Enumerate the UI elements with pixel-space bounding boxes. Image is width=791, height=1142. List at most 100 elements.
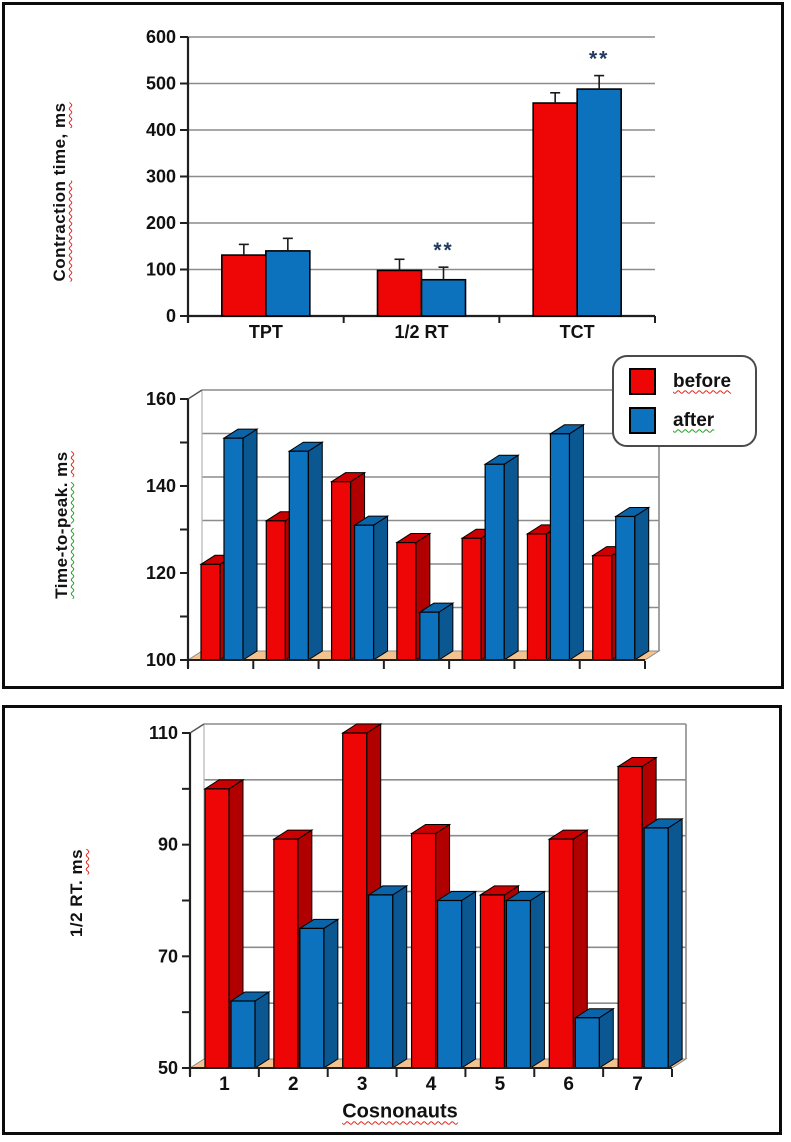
bar-before-4 (396, 541, 417, 661)
time-to-peak-chart: 100 120 140 160 (146, 389, 661, 670)
bar-side-after-2 (323, 918, 339, 1069)
category-label: TPT (249, 322, 283, 342)
bar-side-after-6 (568, 423, 584, 661)
bar-before-4 (410, 832, 437, 1069)
label-segment: Time-to-peak. (52, 482, 71, 599)
bar-side-after-3 (373, 515, 389, 661)
bar-before-2 (273, 838, 299, 1069)
y-tick-label: 500 (146, 74, 176, 94)
bar-before-TCT (532, 102, 578, 317)
y-tick-label: 300 (146, 167, 176, 187)
y-tick-label: 160 (146, 389, 176, 409)
bar-side-after-3 (392, 885, 408, 1069)
y-tick-label: 120 (146, 563, 176, 583)
category-label: 3 (357, 1074, 368, 1095)
legend-label-after: after (673, 409, 715, 431)
bar-after-6 (549, 433, 571, 661)
bar-before-3 (330, 481, 352, 661)
legend-item-before: before (629, 368, 755, 395)
bar-after-7 (643, 827, 669, 1069)
bar-side-after-7 (634, 506, 650, 661)
legend-swatch-before (629, 368, 656, 395)
top-figure-panel: 0 100 200 300 400 500 600 TPT 1/2 RT TCT ** ** 100 1… (2, 2, 784, 689)
legend: before after (612, 355, 757, 447)
label-segment: ms (52, 451, 71, 477)
bar-side-after-1 (254, 991, 270, 1069)
bar-before-2 (265, 520, 286, 661)
bar-after-6 (574, 1017, 600, 1069)
bar-after-TCT (576, 88, 622, 317)
y-tick-label: 600 (146, 27, 176, 47)
bar-before-7 (617, 765, 643, 1069)
axis-depth-connector (187, 389, 203, 400)
contraction-time-chart: 0 100 200 300 400 500 600 TPT 1/2 RT TCT ** ** (146, 27, 656, 342)
axis-depth-connector (189, 723, 205, 734)
bar-after-3 (368, 894, 394, 1069)
category-label: 5 (495, 1074, 506, 1095)
bar-side-after-7 (667, 818, 683, 1069)
legend-swatch-after (629, 407, 656, 434)
bar-before-6 (526, 533, 548, 661)
contraction-chart-y-axis-label: Contraction time, ms (50, 102, 70, 281)
bar-side-after-5 (529, 890, 545, 1069)
y-tick-label: 50 (158, 1058, 178, 1078)
bar-before-1 (204, 788, 230, 1069)
category-label: 7 (632, 1074, 643, 1095)
bar-side-after-4 (438, 602, 454, 661)
y-tick-label: 200 (146, 213, 176, 233)
bar-before-TPT (221, 254, 267, 317)
bar-before-1/2 RT (376, 269, 423, 317)
bar-side-after-1 (242, 428, 258, 661)
bar-after-4 (419, 611, 440, 661)
category-label: 6 (563, 1074, 574, 1095)
label-segment: Contraction (50, 180, 69, 282)
bar-after-TPT (265, 250, 311, 317)
half-rt-chart: 50 70 90 110 1 2 3 4 5 6 7 (149, 723, 688, 1095)
y-tick-label: 0 (166, 306, 176, 326)
category-label: 2 (288, 1074, 299, 1095)
bar-before-3 (342, 732, 368, 1069)
bar-after-4 (436, 899, 463, 1069)
significance-marker: ** (589, 48, 609, 71)
y-tick-label: 70 (158, 946, 178, 966)
legend-label-before: before (673, 370, 732, 392)
bar-after-1 (223, 437, 244, 661)
y-tick-label: 90 (158, 835, 178, 855)
bar-after-5 (505, 899, 532, 1069)
label-segment: ms (67, 848, 86, 875)
bar-after-5 (484, 463, 505, 661)
half-rt-chart-y-axis-label: 1/2 RT. ms (67, 849, 87, 937)
bar-before-5 (479, 894, 506, 1069)
bar-before-6 (548, 838, 574, 1069)
y-tick-label: 140 (146, 476, 176, 496)
label-segment: 1/2 RT. (67, 879, 86, 938)
label-segment: time, (50, 128, 69, 181)
bar-side-after-6 (598, 1007, 614, 1069)
y-tick-label: 110 (149, 723, 178, 743)
category-label: TCT (560, 322, 595, 342)
category-label: 1 (219, 1074, 230, 1095)
half-rt-chart-x-axis-label: Cosnonauts (342, 1100, 458, 1123)
category-label: 1/2 RT (394, 322, 448, 342)
bar-after-2 (288, 450, 309, 661)
legend-item-after: after (629, 407, 755, 434)
bar-before-1 (200, 563, 221, 661)
bar-after-1 (230, 1000, 256, 1069)
bar-after-7 (615, 515, 636, 661)
bar-before-7 (592, 555, 613, 661)
y-tick-label: 100 (146, 650, 176, 670)
bottom-figure-panel: 50 70 90 110 1 2 3 4 5 6 7 1/2 RT. ms Cosnonauts (2, 705, 782, 1135)
label-segment (67, 874, 86, 879)
significance-marker: ** (433, 239, 453, 262)
bar-after-3 (353, 524, 375, 661)
label-segment: ms (50, 102, 69, 129)
bar-side-after-5 (503, 454, 519, 661)
category-label: 4 (426, 1074, 437, 1095)
bar-after-1/2 RT (420, 278, 467, 317)
y-tick-label: 400 (146, 120, 176, 140)
bar-side-after-4 (461, 890, 477, 1069)
bar-before-5 (461, 537, 482, 661)
bar-after-2 (299, 927, 325, 1069)
label-segment (52, 477, 71, 482)
